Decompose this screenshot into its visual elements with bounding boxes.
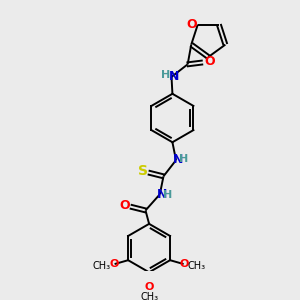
Text: CH₃: CH₃ [188, 262, 206, 272]
Text: N: N [172, 153, 183, 166]
Text: O: O [120, 199, 130, 212]
Text: N: N [157, 188, 167, 201]
Text: N: N [169, 70, 179, 83]
Text: CH₃: CH₃ [140, 292, 158, 300]
Text: O: O [186, 18, 197, 31]
Text: O: O [204, 55, 214, 68]
Text: O: O [109, 259, 119, 269]
Text: S: S [138, 164, 148, 178]
Text: O: O [144, 282, 154, 292]
Text: H: H [179, 154, 189, 164]
Text: H: H [161, 70, 171, 80]
Text: CH₃: CH₃ [92, 262, 110, 272]
Text: H: H [163, 190, 172, 200]
Text: O: O [180, 259, 189, 269]
